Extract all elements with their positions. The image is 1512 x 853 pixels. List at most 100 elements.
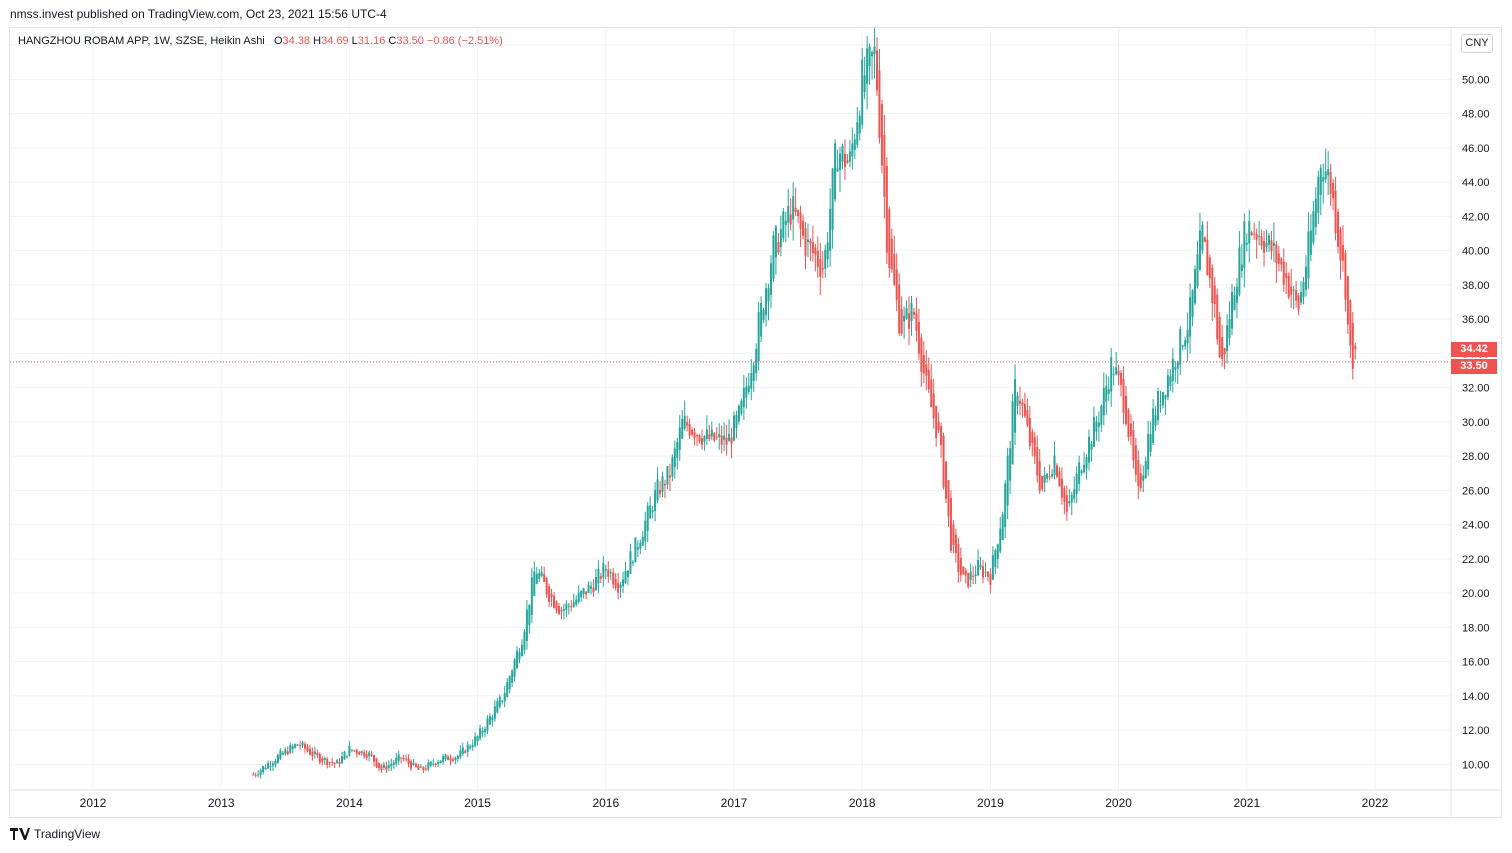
candle-body bbox=[1327, 169, 1330, 176]
candle-body bbox=[373, 754, 376, 762]
candle-body bbox=[451, 759, 454, 761]
candle-body bbox=[1124, 395, 1127, 425]
candle-body bbox=[893, 253, 896, 285]
candle-body bbox=[1088, 436, 1091, 463]
candle-body bbox=[1033, 437, 1036, 457]
candle-body bbox=[947, 480, 950, 517]
candle-body bbox=[326, 759, 329, 766]
candle-body bbox=[1228, 318, 1231, 339]
candle-body bbox=[469, 746, 472, 749]
candle-body bbox=[1337, 211, 1340, 247]
candle-body bbox=[1314, 198, 1317, 228]
candle-body bbox=[792, 196, 795, 220]
candle-body bbox=[355, 750, 358, 754]
candle-body bbox=[1026, 410, 1029, 426]
candle-body bbox=[708, 434, 711, 440]
candlestick-chart[interactable]: 10.00 12.00 14.00 16.00 18.00 20.00 22.00 24.00… bbox=[10, 28, 1501, 817]
candle-body bbox=[925, 364, 928, 376]
candle-body bbox=[1112, 374, 1115, 376]
candle-body bbox=[1218, 317, 1221, 357]
candle-body bbox=[269, 765, 272, 767]
candle-body bbox=[1147, 433, 1150, 470]
candle-body bbox=[678, 427, 681, 450]
candle-body bbox=[516, 650, 519, 669]
candle-body bbox=[1341, 244, 1344, 261]
tradingview-logo[interactable]: TradingView bbox=[10, 827, 100, 841]
candle-body bbox=[385, 766, 388, 770]
currency-button[interactable]: CNY bbox=[1461, 34, 1493, 53]
candle-body bbox=[1075, 473, 1078, 494]
candle-body bbox=[353, 750, 356, 752]
candle-body bbox=[940, 426, 943, 445]
candle-body bbox=[543, 574, 546, 582]
candle-body bbox=[1122, 378, 1125, 413]
candle-body bbox=[289, 745, 292, 753]
candle-body bbox=[308, 748, 311, 755]
candle-body bbox=[688, 423, 691, 436]
candle-body bbox=[530, 577, 533, 615]
x-tick-label: 2016 bbox=[592, 796, 619, 810]
candle-body bbox=[641, 536, 644, 546]
candle-body bbox=[713, 433, 716, 441]
candle-body bbox=[1285, 273, 1288, 279]
candle-body bbox=[1297, 295, 1300, 311]
candle-body bbox=[1100, 405, 1103, 425]
candle-body bbox=[291, 746, 294, 749]
candle-body bbox=[972, 575, 975, 577]
candle-body bbox=[449, 758, 452, 761]
candle-body bbox=[999, 528, 1002, 552]
candle-body bbox=[1038, 461, 1041, 491]
candle-body bbox=[982, 566, 985, 578]
candle-body bbox=[875, 50, 878, 91]
candles bbox=[10, 28, 1451, 779]
candle-body bbox=[442, 756, 445, 762]
candle-body bbox=[506, 682, 509, 698]
candle-body bbox=[890, 238, 893, 270]
candle-body bbox=[839, 153, 842, 170]
candle-body bbox=[755, 348, 758, 374]
candle-body bbox=[1307, 231, 1310, 279]
change-value: −0.86 (−2.51%) bbox=[426, 35, 503, 47]
candle-body bbox=[400, 757, 403, 759]
candle-body bbox=[1068, 501, 1071, 504]
candle-body bbox=[935, 405, 938, 438]
candle-body bbox=[784, 220, 787, 225]
candle-body bbox=[1329, 172, 1332, 194]
candle-body bbox=[691, 429, 694, 435]
candle-body bbox=[728, 433, 731, 442]
candle-body bbox=[528, 604, 531, 626]
candle-body bbox=[880, 104, 883, 166]
candle-body bbox=[281, 752, 284, 755]
candle-body bbox=[360, 751, 363, 754]
x-tick-label: 2015 bbox=[464, 796, 491, 810]
candle-body bbox=[1240, 264, 1243, 271]
candle-body bbox=[1001, 514, 1004, 541]
candle-body bbox=[407, 758, 410, 764]
candle-body bbox=[311, 751, 314, 757]
candle-body bbox=[279, 750, 282, 759]
y-tick-label: 48.00 bbox=[1462, 109, 1490, 121]
candle-body bbox=[989, 574, 992, 585]
candle-body bbox=[762, 310, 765, 320]
candle-body bbox=[1097, 422, 1100, 427]
candle-body bbox=[1107, 389, 1110, 394]
candle-body bbox=[1090, 443, 1093, 450]
candle-body bbox=[1159, 404, 1162, 406]
candle-body bbox=[259, 769, 262, 775]
candle-body bbox=[671, 457, 674, 477]
candle-body bbox=[1063, 488, 1066, 502]
candle-body bbox=[991, 555, 994, 580]
candle-body bbox=[1324, 171, 1327, 180]
candle-body bbox=[553, 595, 556, 608]
candle-body bbox=[626, 570, 629, 577]
y-tick-label: 28.00 bbox=[1462, 451, 1490, 463]
candle-body bbox=[1339, 229, 1342, 261]
candle-body bbox=[419, 766, 422, 768]
chart-frame[interactable]: 10.00 12.00 14.00 16.00 18.00 20.00 22.00 24.00… bbox=[9, 27, 1502, 818]
candle-body bbox=[555, 601, 558, 611]
candle-body bbox=[964, 570, 967, 576]
y-tick-label: 20.00 bbox=[1462, 588, 1490, 600]
candle-body bbox=[525, 609, 528, 642]
candle-body bbox=[1132, 429, 1135, 461]
y-tick-label: 32.00 bbox=[1462, 383, 1490, 395]
